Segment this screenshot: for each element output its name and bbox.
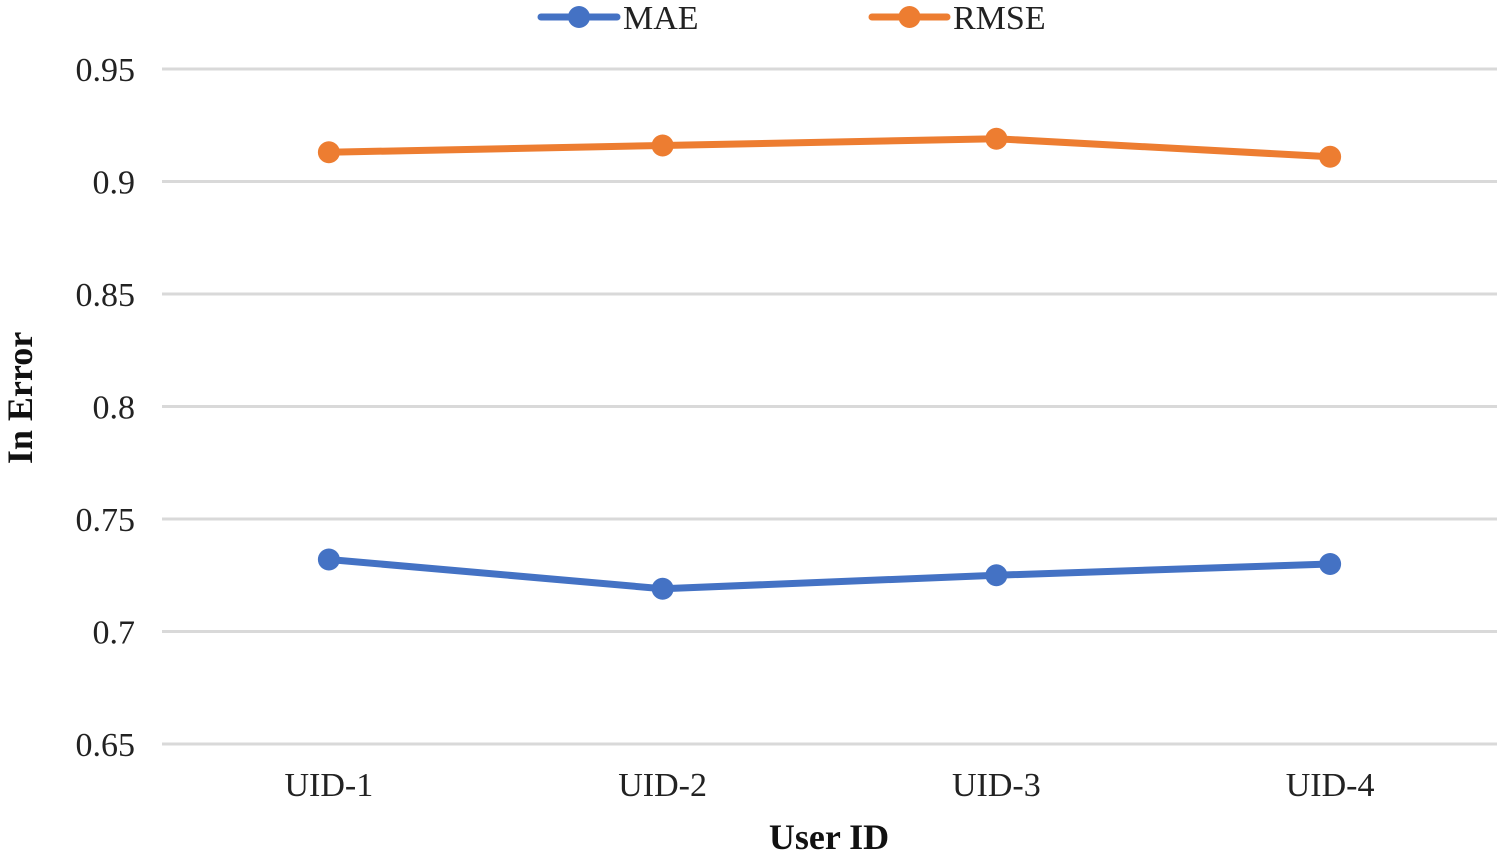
x-tick-label: UID-1 xyxy=(284,767,373,804)
y-tick-label: 0.75 xyxy=(76,502,136,539)
x-axis-ticks: UID-1 UID-2 UID-3 UID-4 xyxy=(284,767,1374,804)
series-rmse xyxy=(317,127,1342,168)
series-line xyxy=(325,556,1334,593)
legend-item: MAE xyxy=(537,0,699,37)
series-line xyxy=(325,135,1334,161)
y-tick-label: 0.85 xyxy=(76,277,136,314)
x-tick-label: UID-3 xyxy=(952,767,1041,804)
data-point xyxy=(651,577,674,600)
series-mae xyxy=(317,548,1342,600)
data-point xyxy=(317,548,340,571)
y-axis-ticks: 0.65 0.7 0.75 0.8 0.85 0.9 0.95 xyxy=(76,52,136,764)
y-tick-label: 0.8 xyxy=(93,390,136,427)
series-layer xyxy=(317,127,1342,600)
y-tick-label: 0.9 xyxy=(93,165,136,202)
y-tick-label: 0.7 xyxy=(93,615,136,652)
legend-swatch-marker xyxy=(568,6,590,28)
gridlines xyxy=(162,67,1497,746)
legend-label: MAE xyxy=(623,0,699,37)
data-point xyxy=(985,564,1008,587)
legend-swatch-marker xyxy=(898,6,921,28)
data-point xyxy=(651,134,674,157)
legend-label: RMSE xyxy=(953,0,1046,37)
y-tick-label: 0.95 xyxy=(76,52,136,89)
x-tick-label: UID-4 xyxy=(1286,767,1375,804)
data-point xyxy=(985,127,1008,150)
y-axis-title: In Error xyxy=(0,332,40,464)
legend: MAE RMSE xyxy=(537,0,1046,37)
data-point xyxy=(317,141,340,164)
data-point xyxy=(1319,145,1342,168)
x-tick-label: UID-2 xyxy=(618,767,707,804)
data-point xyxy=(1319,553,1342,575)
y-tick-label: 0.65 xyxy=(76,727,136,764)
x-axis-title: User ID xyxy=(769,817,889,857)
legend-item: RMSE xyxy=(868,0,1046,37)
